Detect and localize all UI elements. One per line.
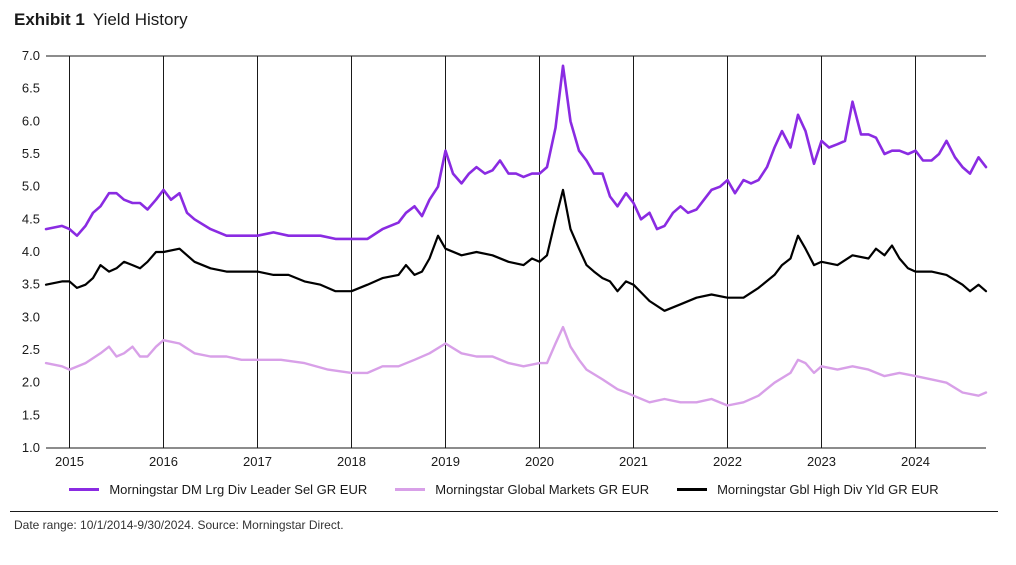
svg-text:2021: 2021	[619, 454, 648, 469]
legend: Morningstar DM Lrg Div Leader Sel GR EUR…	[10, 482, 998, 497]
svg-text:6.5: 6.5	[22, 81, 40, 96]
svg-text:2024: 2024	[901, 454, 930, 469]
svg-text:1.5: 1.5	[22, 407, 40, 422]
svg-text:7.0: 7.0	[22, 48, 40, 63]
exhibit-number: Exhibit 1	[14, 10, 85, 30]
yield-history-chart: 1.01.52.02.53.03.54.04.55.05.56.06.57.0 …	[10, 36, 996, 476]
svg-text:3.0: 3.0	[22, 309, 40, 324]
svg-text:2017: 2017	[243, 454, 272, 469]
svg-text:2.0: 2.0	[22, 375, 40, 390]
source-footer: Date range: 10/1/2014-9/30/2024. Source:…	[10, 511, 998, 532]
svg-text:2015: 2015	[55, 454, 84, 469]
legend-swatch-0	[69, 488, 99, 491]
legend-item-gbl-high-div: Morningstar Gbl High Div Yld GR EUR	[677, 482, 939, 497]
svg-text:2020: 2020	[525, 454, 554, 469]
svg-text:2022: 2022	[713, 454, 742, 469]
svg-text:2019: 2019	[431, 454, 460, 469]
svg-text:4.0: 4.0	[22, 244, 40, 259]
svg-text:2018: 2018	[337, 454, 366, 469]
svg-text:2016: 2016	[149, 454, 178, 469]
legend-swatch-1	[395, 488, 425, 491]
legend-item-global-markets: Morningstar Global Markets GR EUR	[395, 482, 649, 497]
legend-label-1: Morningstar Global Markets GR EUR	[435, 482, 649, 497]
chart-title-text: Yield History	[93, 10, 188, 30]
source-note: Date range: 10/1/2014-9/30/2024. Source:…	[14, 518, 344, 532]
svg-text:5.0: 5.0	[22, 179, 40, 194]
legend-label-2: Morningstar Gbl High Div Yld GR EUR	[717, 482, 939, 497]
legend-swatch-2	[677, 488, 707, 491]
svg-text:6.0: 6.0	[22, 113, 40, 128]
svg-text:3.5: 3.5	[22, 277, 40, 292]
chart-title: Exhibit 1 Yield History	[10, 10, 998, 30]
svg-text:1.0: 1.0	[22, 440, 40, 455]
svg-text:4.5: 4.5	[22, 211, 40, 226]
svg-text:2023: 2023	[807, 454, 836, 469]
legend-label-0: Morningstar DM Lrg Div Leader Sel GR EUR	[109, 482, 367, 497]
svg-text:2.5: 2.5	[22, 342, 40, 357]
chart-svg: 1.01.52.02.53.03.54.04.55.05.56.06.57.0 …	[10, 36, 996, 476]
svg-text:5.5: 5.5	[22, 146, 40, 161]
legend-item-dm-lrg-div: Morningstar DM Lrg Div Leader Sel GR EUR	[69, 482, 367, 497]
